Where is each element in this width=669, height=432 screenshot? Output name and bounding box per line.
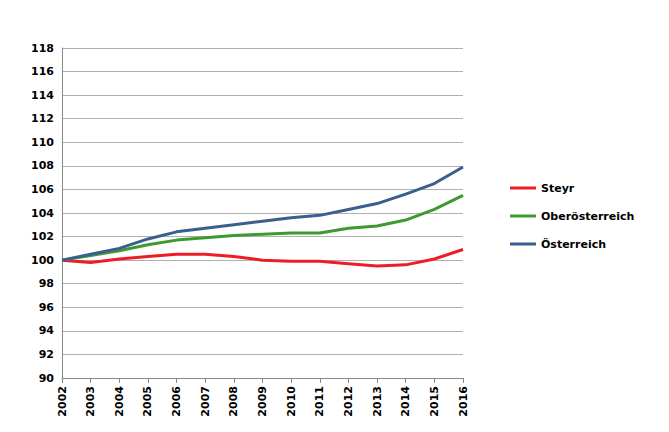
svg-text:2005: 2005	[141, 386, 154, 417]
svg-text:112: 112	[31, 112, 54, 125]
svg-text:98: 98	[39, 277, 54, 290]
svg-text:102: 102	[31, 230, 54, 243]
svg-text:90: 90	[39, 372, 55, 385]
svg-text:110: 110	[31, 136, 54, 149]
svg-text:2012: 2012	[342, 386, 355, 417]
svg-text:106: 106	[31, 183, 54, 196]
svg-text:2009: 2009	[256, 386, 269, 417]
svg-text:96: 96	[39, 301, 55, 314]
svg-text:2015: 2015	[428, 386, 441, 417]
svg-text:2007: 2007	[199, 386, 212, 417]
svg-text:2004: 2004	[113, 386, 126, 417]
svg-text:2010: 2010	[285, 386, 298, 417]
svg-text:2016: 2016	[457, 386, 470, 417]
svg-text:92: 92	[39, 348, 54, 361]
svg-text:Steyr: Steyr	[541, 182, 575, 195]
svg-text:94: 94	[39, 324, 55, 337]
svg-text:Oberösterreich: Oberösterreich	[541, 210, 634, 223]
svg-text:2006: 2006	[170, 386, 183, 417]
svg-text:114: 114	[31, 89, 54, 102]
svg-text:118: 118	[31, 42, 54, 55]
svg-text:104: 104	[31, 207, 54, 220]
svg-text:2003: 2003	[84, 386, 97, 417]
svg-text:108: 108	[31, 159, 54, 172]
svg-text:2013: 2013	[371, 386, 384, 417]
svg-text:2014: 2014	[399, 386, 412, 417]
svg-text:2002: 2002	[56, 386, 69, 417]
svg-text:Österreich: Österreich	[541, 237, 606, 251]
svg-text:2008: 2008	[227, 386, 240, 417]
svg-text:116: 116	[31, 65, 54, 78]
svg-text:2011: 2011	[313, 386, 326, 417]
svg-text:100: 100	[31, 254, 54, 267]
